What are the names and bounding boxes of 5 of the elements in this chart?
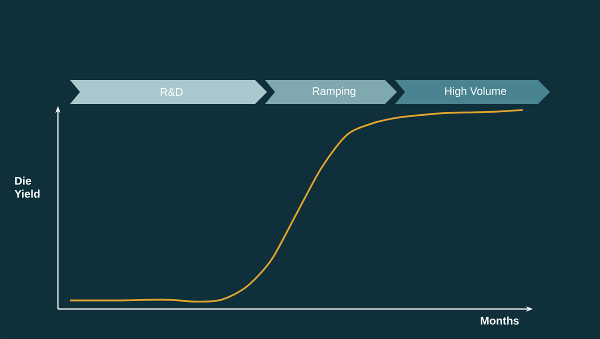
- x-axis-title: Months: [480, 316, 519, 325]
- text: R&D: [160, 88, 183, 96]
- text: High Volume: [445, 86, 506, 98]
- text: Ramping: [312, 86, 356, 98]
- y-axis-title: Die Yield: [14, 176, 40, 198]
